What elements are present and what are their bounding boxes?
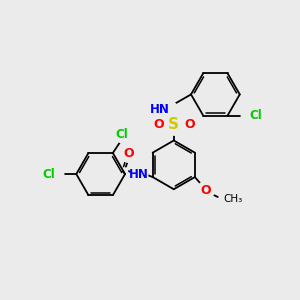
Text: O: O [184,118,194,130]
Text: O: O [123,147,134,160]
Text: O: O [200,184,211,197]
Text: Cl: Cl [43,168,56,181]
Text: Cl: Cl [116,128,128,141]
Text: CH₃: CH₃ [223,194,242,204]
Text: HN: HN [129,168,149,181]
Text: HN: HN [149,103,169,116]
Text: O: O [153,118,164,130]
Text: Cl: Cl [249,109,262,122]
Text: S: S [168,117,179,132]
